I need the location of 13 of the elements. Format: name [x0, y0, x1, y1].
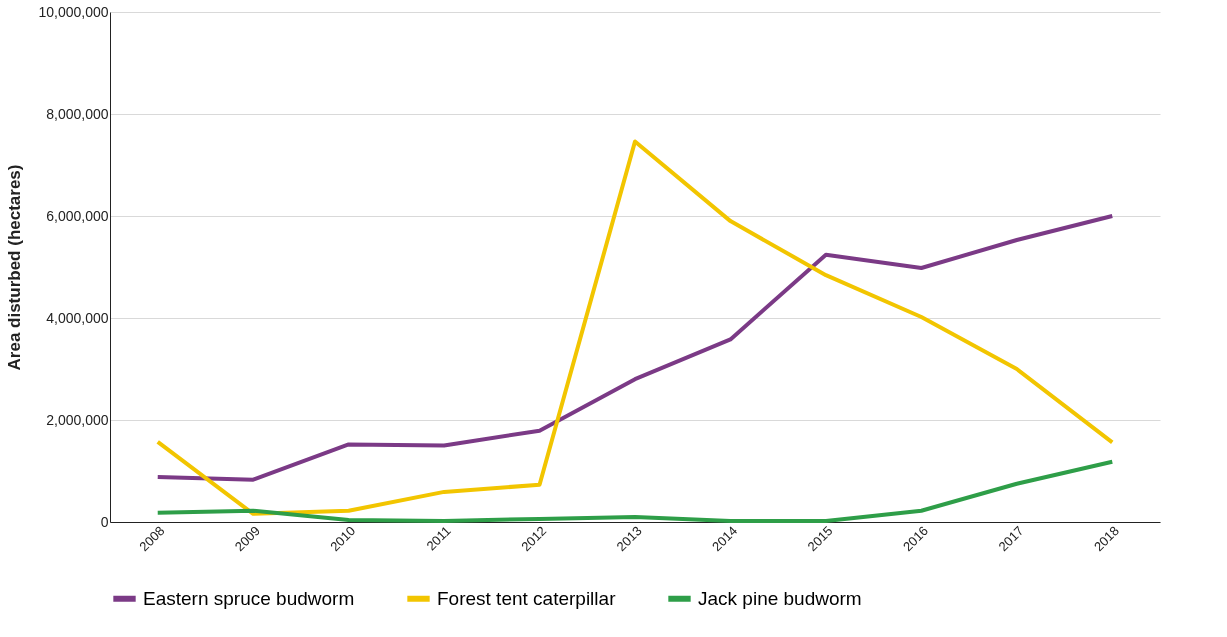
legend-label: Forest tent caterpillar	[437, 587, 617, 609]
line-series	[155, 459, 1115, 523]
legend-label: Jack pine budworm	[698, 587, 862, 609]
legend-label: Eastern spruce budworm	[143, 587, 355, 609]
y-tick-label: 10,000,000	[38, 3, 109, 20]
y-axis-title: Area disturbed (hectares)	[5, 164, 25, 371]
y-tick-label: 4,000,000	[46, 309, 109, 326]
y-tick-label: 0	[100, 513, 109, 530]
line-series	[155, 214, 1115, 482]
y-tick-label: 6,000,000	[46, 207, 109, 224]
y-tick-label: 8,000,000	[46, 105, 109, 122]
y-tick-label: 2,000,000	[46, 411, 109, 428]
line-series	[155, 139, 1115, 516]
